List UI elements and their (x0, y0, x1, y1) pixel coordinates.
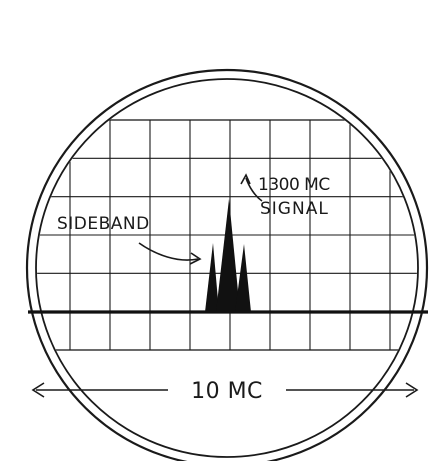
carrier-pointer-arrow (245, 177, 263, 202)
carrier-arrowhead (240, 173, 251, 185)
span-indicator: 10 MC (31, 379, 419, 404)
sideband-arrowhead (189, 252, 202, 265)
carrier-signal-label: SIGNAL (260, 199, 329, 219)
signal-peaks (205, 199, 251, 312)
bezel-outer-ring (25, 68, 429, 461)
sideband-pointer-arrow (138, 242, 199, 261)
sideband-label: SIDEBAND (57, 214, 150, 234)
sideband-peak-right (235, 244, 251, 312)
span-label: 10 MC (191, 379, 263, 404)
carrier-peak (216, 199, 240, 312)
span-arrowhead-left (31, 382, 45, 398)
span-arrowhead-right (405, 382, 419, 398)
carrier-frequency-label: 1300 MC (258, 175, 330, 195)
bezel-inner-ring (35, 78, 419, 458)
sideband-peak-left (205, 243, 219, 312)
